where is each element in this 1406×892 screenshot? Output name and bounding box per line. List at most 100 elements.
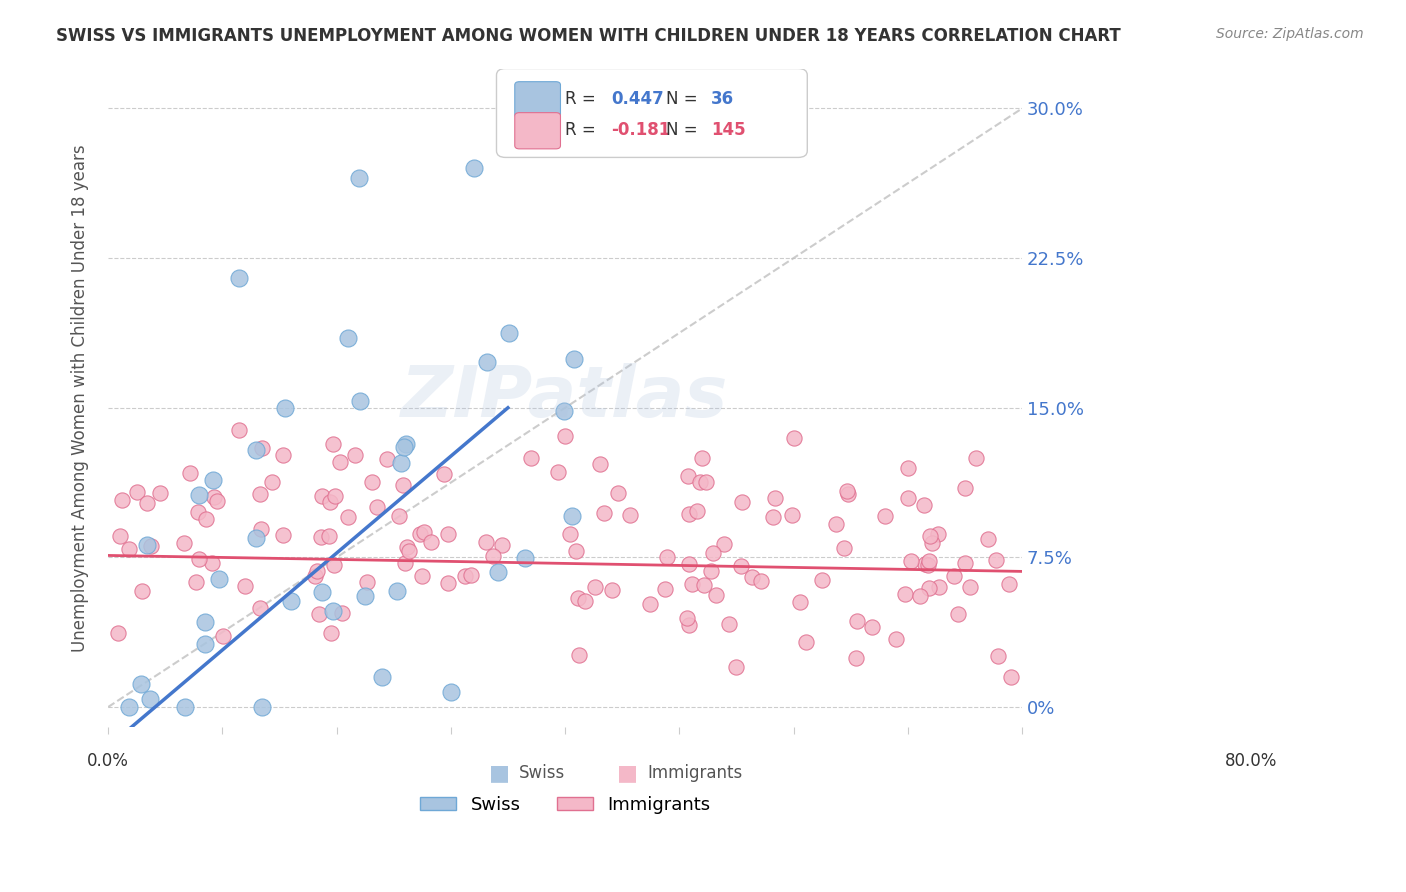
Point (693, 578, 716, 592)
Point (678, 507, 700, 521)
Point (131, 583, 153, 598)
Point (845, 614, 868, 628)
Point (695, 475, 717, 489)
Point (811, 573, 834, 587)
Point (700, 564, 723, 578)
Point (794, 635, 817, 649)
Point (917, 581, 939, 595)
Text: Source: ZipAtlas.com: Source: ZipAtlas.com (1216, 27, 1364, 41)
Point (837, 487, 859, 501)
Point (574, 593, 596, 607)
Point (927, 526, 949, 541)
Point (917, 558, 939, 572)
Point (321, 625, 343, 640)
Point (475, 534, 498, 549)
Point (329, 454, 352, 468)
Point (184, 575, 207, 590)
Point (965, 450, 987, 465)
Point (179, 466, 201, 480)
Point (304, 568, 326, 582)
Point (897, 460, 920, 475)
Point (395, 437, 418, 451)
Text: 0.447: 0.447 (610, 90, 664, 108)
Point (391, 477, 413, 491)
Point (731, 495, 754, 509)
Point (349, 171, 371, 186)
Point (678, 618, 700, 632)
Point (454, 569, 477, 583)
Point (307, 564, 329, 578)
Point (388, 508, 411, 523)
Text: ZIPatlas: ZIPatlas (401, 363, 728, 433)
Point (202, 490, 225, 504)
Point (249, 487, 271, 501)
Text: N =: N = (665, 120, 703, 139)
Point (619, 508, 641, 522)
Point (343, 448, 366, 462)
Point (337, 510, 360, 524)
Text: 80.0%: 80.0% (1225, 752, 1277, 770)
Point (875, 509, 897, 524)
Point (173, 536, 195, 550)
Point (322, 437, 344, 451)
Point (205, 494, 228, 508)
Point (690, 450, 713, 465)
Point (862, 620, 884, 634)
Point (520, 450, 543, 465)
Point (440, 685, 463, 699)
Point (702, 546, 724, 560)
Point (914, 557, 936, 571)
Point (309, 531, 332, 545)
Point (245, 443, 267, 458)
Text: N =: N = (665, 90, 703, 108)
Point (583, 580, 606, 594)
Text: 0.0%: 0.0% (87, 752, 129, 770)
Point (385, 584, 408, 599)
Point (173, 700, 195, 714)
Point (998, 576, 1021, 591)
Point (318, 495, 340, 509)
Point (953, 481, 976, 495)
Point (1033, 620, 1056, 634)
Point (228, 271, 250, 285)
Point (897, 491, 920, 505)
Text: 145: 145 (711, 120, 747, 139)
Point (271, 448, 294, 462)
Point (354, 589, 377, 603)
Point (375, 451, 398, 466)
Point (562, 351, 585, 366)
Point (274, 401, 297, 415)
Point (942, 568, 965, 582)
Point (356, 574, 378, 589)
Point (568, 648, 591, 663)
Point (959, 580, 981, 594)
FancyBboxPatch shape (515, 82, 561, 118)
Point (332, 606, 354, 620)
Point (436, 576, 458, 591)
Point (433, 467, 456, 482)
Point (547, 466, 569, 480)
Point (409, 526, 432, 541)
Point (725, 660, 748, 674)
Point (252, 441, 274, 455)
Point (561, 509, 583, 524)
Point (111, 493, 134, 508)
Point (730, 559, 752, 574)
Point (308, 607, 330, 621)
Point (713, 537, 735, 551)
Point (741, 570, 763, 584)
Point (686, 504, 709, 518)
Point (208, 572, 231, 586)
Point (411, 569, 433, 583)
Point (139, 539, 162, 553)
Point (394, 556, 416, 570)
Point (908, 589, 931, 603)
Point (782, 431, 804, 445)
Point (396, 541, 419, 555)
Point (553, 403, 575, 417)
Point (412, 524, 434, 539)
Point (515, 551, 537, 566)
Point (706, 588, 728, 602)
Point (824, 517, 846, 532)
Point (187, 505, 209, 519)
